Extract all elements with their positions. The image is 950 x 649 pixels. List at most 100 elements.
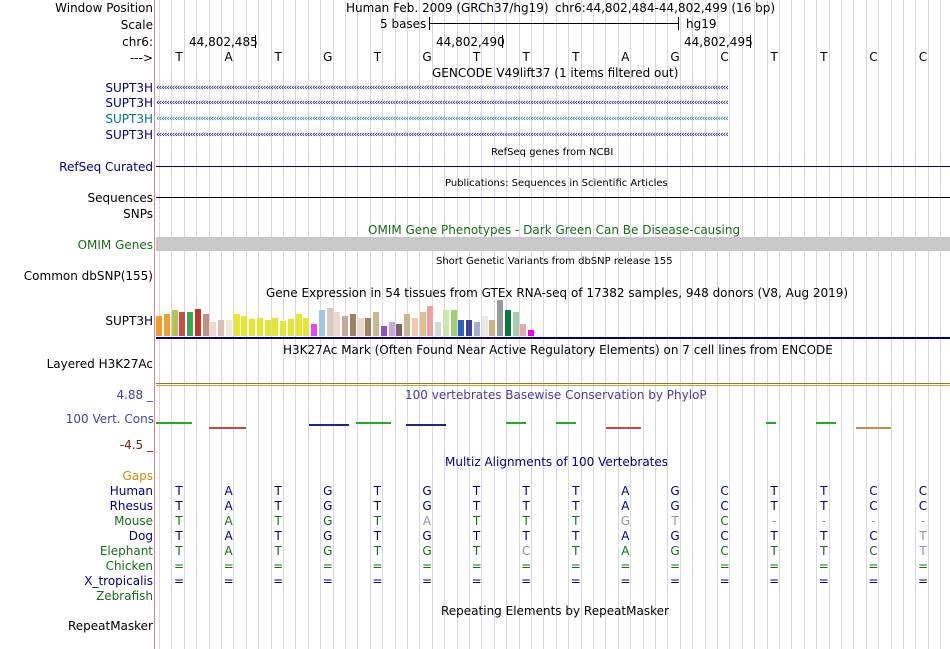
gtex-tissue-bar[interactable] bbox=[303, 318, 310, 336]
multiz-species-label[interactable]: Elephant bbox=[99, 544, 153, 558]
gtex-tissue-bar[interactable] bbox=[520, 324, 527, 336]
multiz-species-label[interactable]: X_tropicalis bbox=[84, 574, 153, 588]
multiz-base: T bbox=[770, 529, 778, 543]
gtex-tissue-bar[interactable] bbox=[210, 322, 217, 336]
gtex-tissue-bar[interactable] bbox=[264, 320, 271, 336]
publications-line[interactable] bbox=[156, 197, 950, 198]
gtex-tissue-bar[interactable] bbox=[218, 320, 224, 336]
multiz-species-label[interactable]: Human bbox=[109, 484, 153, 498]
gtex-tissue-bar[interactable] bbox=[373, 312, 379, 336]
multiz-base: T bbox=[175, 529, 183, 543]
omim-gene-bar[interactable] bbox=[156, 237, 950, 251]
gtex-tissue-bar[interactable] bbox=[187, 312, 193, 336]
multiz-base: A bbox=[621, 484, 630, 498]
grid-line bbox=[692, 0, 694, 649]
gencode-row-label[interactable]: SUPT3H bbox=[105, 96, 153, 110]
gtex-tissue-bar[interactable] bbox=[349, 314, 356, 336]
refseq-label[interactable]: RefSeq Curated bbox=[59, 160, 153, 174]
gtex-tissue-bar[interactable] bbox=[427, 306, 434, 336]
gtex-tissue-bar[interactable] bbox=[504, 310, 511, 336]
gencode-row-label[interactable]: SUPT3H bbox=[105, 112, 153, 126]
gtex-tissue-bar[interactable] bbox=[435, 322, 441, 336]
gtex-tissue-bar[interactable] bbox=[489, 320, 496, 336]
grid-line bbox=[667, 0, 669, 649]
gtex-tissue-bar[interactable] bbox=[365, 318, 372, 336]
gtex-tissue-bar[interactable] bbox=[481, 316, 488, 336]
grid-line bbox=[766, 0, 768, 649]
gtex-tissue-bar[interactable] bbox=[512, 312, 519, 336]
repeatmasker-label[interactable]: RepeatMasker bbox=[67, 619, 153, 633]
gtex-tissue-bar[interactable] bbox=[473, 322, 480, 336]
multiz-base: G bbox=[323, 484, 333, 498]
h3k27ac-label[interactable]: Layered H3K27Ac bbox=[46, 357, 153, 371]
multiz-base: C bbox=[720, 529, 729, 543]
gtex-tissue-bar[interactable] bbox=[326, 308, 333, 336]
gtex-tissue-bar[interactable] bbox=[295, 314, 302, 336]
gtex-tissue-bar[interactable] bbox=[419, 312, 426, 336]
gtex-label[interactable]: SUPT3H bbox=[105, 314, 153, 328]
gtex-tissue-bar[interactable] bbox=[458, 320, 465, 336]
refseq-gene-line[interactable] bbox=[156, 166, 950, 167]
grid-line bbox=[890, 0, 892, 649]
multiz-base: = bbox=[322, 574, 333, 588]
multiz-base: G bbox=[670, 529, 680, 543]
gencode-row-label[interactable]: SUPT3H bbox=[105, 128, 153, 142]
snps-label[interactable]: SNPs bbox=[123, 207, 153, 221]
gtex-tissue-bar[interactable] bbox=[225, 320, 232, 336]
gtex-tissue-bar[interactable] bbox=[280, 321, 286, 336]
multiz-base: T bbox=[472, 529, 481, 543]
gtex-tissue-bar[interactable] bbox=[194, 309, 201, 336]
multiz-base: T bbox=[572, 484, 580, 498]
grid-line bbox=[270, 0, 272, 649]
gtex-tissue-bar[interactable] bbox=[202, 314, 209, 336]
gtex-tissue-bar[interactable] bbox=[388, 322, 395, 336]
phylop-signal[interactable] bbox=[156, 418, 950, 434]
gtex-tissue-bar[interactable] bbox=[380, 326, 387, 336]
gtex-tissue-bar[interactable] bbox=[318, 310, 325, 336]
gencode-transcript-4[interactable]: ‹‹‹‹‹‹‹‹‹‹‹‹‹‹‹‹‹‹‹‹‹‹‹‹‹‹‹‹‹‹‹‹‹‹‹‹‹‹‹‹… bbox=[156, 130, 729, 140]
omim-label[interactable]: OMIM Genes bbox=[77, 238, 153, 252]
gaps-label[interactable]: Gaps bbox=[122, 469, 153, 483]
gencode-transcript-1[interactable]: ‹‹‹‹‹‹‹‹‹‹‹‹‹‹‹‹‹‹‹‹‹‹‹‹‹‹‹‹‹‹‹‹‹‹‹‹‹‹‹‹… bbox=[156, 83, 729, 93]
gtex-tissue-bar[interactable] bbox=[442, 310, 449, 336]
gtex-tissue-bar[interactable] bbox=[311, 324, 317, 336]
gtex-tissue-bar[interactable] bbox=[179, 312, 186, 336]
gtex-tissue-bar[interactable] bbox=[396, 324, 403, 336]
multiz-base: C bbox=[918, 484, 928, 498]
multiz-base: = bbox=[570, 559, 581, 573]
gtex-tissue-bar[interactable] bbox=[411, 318, 418, 336]
dbsnp-label[interactable]: Common dbSNP(155) bbox=[23, 269, 153, 283]
gtex-tissue-bar[interactable] bbox=[404, 314, 410, 336]
gtex-bar-chart[interactable] bbox=[156, 298, 950, 336]
multiz-species-label[interactable]: Dog bbox=[128, 529, 153, 543]
gtex-tissue-bar[interactable] bbox=[256, 318, 263, 336]
gencode-transcript-2[interactable]: ‹‹‹‹‹‹‹‹‹‹‹‹‹‹‹‹‹‹‹‹‹‹‹‹‹‹‹‹‹‹‹‹‹‹‹‹‹‹‹‹… bbox=[156, 98, 729, 108]
gtex-tissue-bar[interactable] bbox=[171, 310, 178, 336]
multiz-species-label[interactable]: Rhesus bbox=[109, 499, 153, 513]
gtex-tissue-bar[interactable] bbox=[272, 318, 279, 336]
multiz-species-label[interactable]: Chicken bbox=[105, 559, 153, 573]
grid-line bbox=[927, 0, 929, 649]
gtex-tissue-bar[interactable] bbox=[528, 330, 534, 336]
h3k27ac-title: H3K27Ac Mark (Often Found Near Active Re… bbox=[283, 343, 833, 357]
multiz-base: T bbox=[472, 544, 481, 558]
gtex-tissue-bar[interactable] bbox=[357, 318, 364, 336]
gtex-tissue-bar[interactable] bbox=[450, 310, 457, 336]
multiz-base: = bbox=[273, 559, 284, 573]
gtex-tissue-bar[interactable] bbox=[163, 314, 170, 336]
multiz-species-label[interactable]: Zebrafish bbox=[96, 589, 153, 603]
gtex-tissue-bar[interactable] bbox=[287, 319, 294, 336]
gtex-tissue-bar[interactable] bbox=[497, 300, 503, 336]
gtex-tissue-bar[interactable] bbox=[241, 316, 248, 336]
gtex-tissue-bar[interactable] bbox=[334, 312, 341, 336]
gtex-tissue-bar[interactable] bbox=[156, 316, 162, 336]
phylop-label[interactable]: 100 Vert. Cons bbox=[65, 412, 154, 426]
gtex-tissue-bar[interactable] bbox=[249, 319, 255, 336]
gtex-tissue-bar[interactable] bbox=[233, 314, 240, 336]
gtex-tissue-bar[interactable] bbox=[466, 320, 472, 336]
gencode-transcript-3[interactable]: ‹‹‹‹‹‹‹‹‹‹‹‹‹‹‹‹‹‹‹‹‹‹‹‹‹‹‹‹‹‹‹‹‹‹‹‹‹‹‹‹… bbox=[156, 114, 729, 124]
publications-label[interactable]: Sequences bbox=[87, 191, 153, 205]
gtex-tissue-bar[interactable] bbox=[342, 316, 348, 336]
multiz-species-label[interactable]: Mouse bbox=[114, 514, 153, 528]
gencode-row-label[interactable]: SUPT3H bbox=[105, 81, 153, 95]
